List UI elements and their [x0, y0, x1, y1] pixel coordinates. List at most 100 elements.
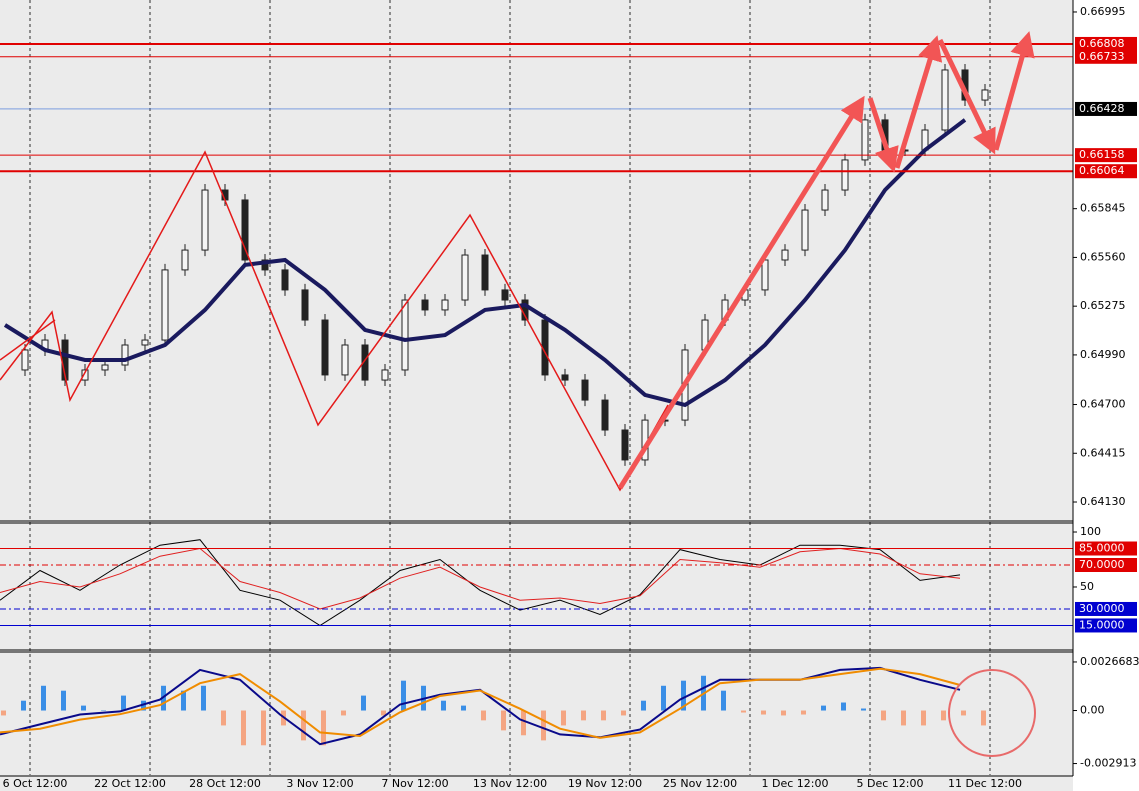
level-label-bg	[1075, 148, 1137, 163]
histogram-bar	[521, 710, 526, 736]
histogram-bar	[381, 710, 386, 716]
candle	[381, 369, 389, 381]
candle	[761, 259, 769, 291]
x-tick-label: 5 Dec 12:00	[857, 777, 924, 790]
y-tick-label: 0.64130	[1080, 495, 1126, 508]
level-label: 0.66158	[1079, 148, 1125, 161]
y-tick-label: 0.0026683	[1080, 655, 1139, 668]
histogram-bar	[681, 680, 686, 711]
plot-background	[0, 0, 1073, 791]
histogram-bar	[361, 695, 366, 711]
histogram-bar	[581, 710, 586, 721]
candle	[601, 399, 609, 431]
level-label: 0.66733	[1079, 50, 1125, 63]
candle	[281, 269, 289, 291]
histogram-bar	[21, 700, 26, 711]
histogram-bar	[321, 710, 326, 746]
histogram-bar	[741, 710, 746, 713]
y-tick-label: 0.65845	[1080, 202, 1126, 215]
x-tick-label: 25 Nov 12:00	[663, 777, 737, 790]
level-label: 85.0000	[1079, 542, 1125, 555]
candle	[801, 209, 809, 251]
candle	[241, 199, 249, 261]
y-tick-label: -0.002913	[1080, 757, 1136, 770]
histogram-bar	[261, 710, 266, 746]
histogram-bar	[861, 708, 866, 711]
histogram-bar	[1, 710, 6, 716]
histogram-bar	[221, 710, 226, 726]
level-label-bg	[1075, 541, 1137, 556]
candle	[501, 289, 509, 301]
level-label-bg	[1075, 557, 1137, 572]
candle	[341, 344, 349, 376]
y-tick-label: 0.66995	[1080, 5, 1126, 18]
level-label-bg	[1075, 101, 1137, 116]
candle	[261, 259, 269, 271]
histogram-bar	[201, 685, 206, 711]
y-tick-label: 50	[1080, 580, 1094, 593]
moving-average	[3, 118, 967, 408]
oscillator-line	[0, 539, 961, 627]
level-label-bg	[1075, 601, 1137, 616]
candle	[781, 249, 789, 261]
candle	[181, 249, 189, 271]
histogram-bar	[621, 710, 626, 716]
y-tick-label: 0.64990	[1080, 348, 1126, 361]
candle	[81, 369, 89, 381]
level-label: 0.66064	[1079, 164, 1125, 177]
candle	[301, 289, 309, 321]
histogram-bar	[841, 702, 846, 711]
histogram-bar	[501, 710, 506, 731]
histogram-bar	[341, 710, 346, 716]
histogram-bar	[781, 710, 786, 716]
candle	[401, 299, 409, 371]
histogram-bar	[821, 705, 826, 711]
x-tick-label: 11 Dec 12:00	[948, 777, 1022, 790]
histogram-bar	[721, 690, 726, 711]
level-label: 30.0000	[1079, 602, 1125, 615]
x-tick-label: 7 Nov 12:00	[381, 777, 448, 790]
histogram-bar	[301, 710, 306, 741]
histogram-bar	[121, 695, 126, 711]
candle	[481, 254, 489, 291]
histogram-bar	[661, 685, 666, 711]
histogram-bar	[601, 710, 606, 721]
histogram-bar	[981, 710, 986, 726]
annotations	[0, 31, 1036, 757]
histogram-bar	[441, 700, 446, 711]
data-layer: 6 Oct 12:00 22 Oct 12:00 28 Oct 12:00 3 Nov…	[0, 5, 1139, 790]
candle	[461, 254, 469, 301]
histogram-bar	[941, 710, 946, 721]
candle	[361, 344, 369, 381]
histogram-bar	[761, 710, 766, 715]
level-label-bg	[1075, 618, 1137, 633]
macd-line	[0, 667, 961, 739]
histogram-bar	[481, 710, 486, 721]
histogram-bar	[541, 710, 546, 741]
level-label: 0.66428	[1079, 102, 1125, 115]
candle	[821, 189, 829, 211]
candle	[21, 349, 29, 371]
x-tick-label: 3 Nov 12:00	[286, 777, 353, 790]
histogram-bar	[961, 710, 966, 716]
candle	[161, 269, 169, 341]
histogram-bar	[241, 710, 246, 746]
panel-borders	[0, 0, 1074, 777]
y-tick-label: 0.64415	[1080, 446, 1126, 459]
histogram-bar	[901, 710, 906, 726]
histogram-bar	[61, 690, 66, 711]
histogram-bar	[641, 700, 646, 711]
candle	[581, 379, 589, 401]
histogram-bar	[181, 690, 186, 711]
y-tick-label: 0.65560	[1080, 250, 1126, 263]
histogram-bar	[561, 710, 566, 726]
candle	[561, 374, 569, 381]
candle	[441, 299, 449, 311]
candle	[421, 299, 429, 311]
x-tick-label: 22 Oct 12:00	[94, 777, 166, 790]
histogram-bar	[881, 710, 886, 721]
histogram-bar	[141, 700, 146, 711]
candle	[321, 319, 329, 376]
candle	[141, 339, 149, 346]
